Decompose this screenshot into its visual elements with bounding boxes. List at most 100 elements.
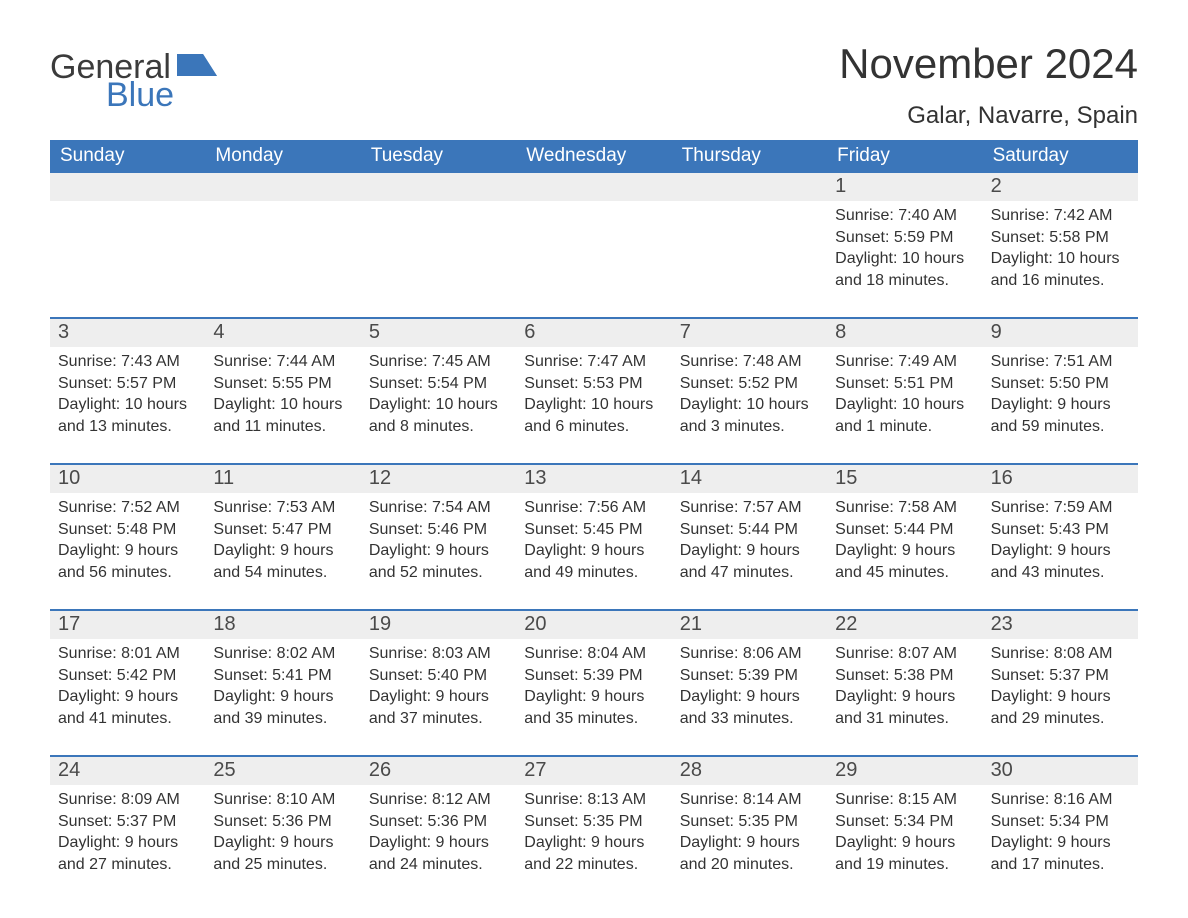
day-details: Sunrise: 8:02 AMSunset: 5:41 PMDaylight:… [205, 639, 360, 755]
sunset: Sunset: 5:50 PM [991, 373, 1130, 395]
sunrise: Sunrise: 8:15 AM [835, 789, 974, 811]
sunrise: Sunrise: 8:13 AM [524, 789, 663, 811]
week-3: 17181920212223Sunrise: 8:01 AMSunset: 5:… [50, 609, 1138, 755]
day-number: 1 [827, 173, 982, 201]
day-number: 23 [983, 611, 1138, 639]
sunset: Sunset: 5:35 PM [524, 811, 663, 833]
day-number: 28 [672, 757, 827, 785]
daylight: Daylight: 10 hours and 3 minutes. [680, 394, 819, 437]
dow-sunday: Sunday [50, 140, 205, 173]
sunset: Sunset: 5:35 PM [680, 811, 819, 833]
day-details: Sunrise: 7:43 AMSunset: 5:57 PMDaylight:… [50, 347, 205, 463]
day-number [361, 173, 516, 201]
sunset: Sunset: 5:44 PM [680, 519, 819, 541]
daylight: Daylight: 9 hours and 35 minutes. [524, 686, 663, 729]
day-details: Sunrise: 7:53 AMSunset: 5:47 PMDaylight:… [205, 493, 360, 609]
week-2: 10111213141516Sunrise: 7:52 AMSunset: 5:… [50, 463, 1138, 609]
daylight: Daylight: 9 hours and 17 minutes. [991, 832, 1130, 875]
day-details [672, 201, 827, 317]
day-number: 26 [361, 757, 516, 785]
sunset: Sunset: 5:58 PM [991, 227, 1130, 249]
day-details [516, 201, 671, 317]
day-details: Sunrise: 8:15 AMSunset: 5:34 PMDaylight:… [827, 785, 982, 881]
day-details: Sunrise: 8:06 AMSunset: 5:39 PMDaylight:… [672, 639, 827, 755]
sunrise: Sunrise: 7:48 AM [680, 351, 819, 373]
day-number [205, 173, 360, 201]
daylight: Daylight: 10 hours and 18 minutes. [835, 248, 974, 291]
calendar: SundayMondayTuesdayWednesdayThursdayFrid… [50, 140, 1138, 881]
daylight: Daylight: 9 hours and 33 minutes. [680, 686, 819, 729]
sunset: Sunset: 5:34 PM [991, 811, 1130, 833]
day-details: Sunrise: 7:48 AMSunset: 5:52 PMDaylight:… [672, 347, 827, 463]
sunset: Sunset: 5:57 PM [58, 373, 197, 395]
header: General Blue November 2024 Galar, Navarr… [50, 40, 1138, 130]
day-details: Sunrise: 7:44 AMSunset: 5:55 PMDaylight:… [205, 347, 360, 463]
day-number: 13 [516, 465, 671, 493]
daylight: Daylight: 9 hours and 47 minutes. [680, 540, 819, 583]
day-number [516, 173, 671, 201]
daylight: Daylight: 10 hours and 8 minutes. [369, 394, 508, 437]
details-row: Sunrise: 7:43 AMSunset: 5:57 PMDaylight:… [50, 347, 1138, 463]
sunset: Sunset: 5:45 PM [524, 519, 663, 541]
sunset: Sunset: 5:41 PM [213, 665, 352, 687]
daylight: Daylight: 9 hours and 31 minutes. [835, 686, 974, 729]
day-number: 22 [827, 611, 982, 639]
day-details: Sunrise: 7:45 AMSunset: 5:54 PMDaylight:… [361, 347, 516, 463]
sunrise: Sunrise: 8:10 AM [213, 789, 352, 811]
day-details: Sunrise: 8:01 AMSunset: 5:42 PMDaylight:… [50, 639, 205, 755]
sunset: Sunset: 5:55 PM [213, 373, 352, 395]
dow-saturday: Saturday [983, 140, 1138, 173]
day-details [205, 201, 360, 317]
day-number: 10 [50, 465, 205, 493]
day-details [361, 201, 516, 317]
sunset: Sunset: 5:47 PM [213, 519, 352, 541]
sunset: Sunset: 5:42 PM [58, 665, 197, 687]
day-number: 21 [672, 611, 827, 639]
sunrise: Sunrise: 8:02 AM [213, 643, 352, 665]
daylight: Daylight: 10 hours and 6 minutes. [524, 394, 663, 437]
sunrise: Sunrise: 7:49 AM [835, 351, 974, 373]
brand-text: General Blue [50, 50, 217, 112]
week-4: 24252627282930Sunrise: 8:09 AMSunset: 5:… [50, 755, 1138, 881]
day-number: 2 [983, 173, 1138, 201]
details-row: Sunrise: 7:40 AMSunset: 5:59 PMDaylight:… [50, 201, 1138, 317]
month-title: November 2024 [839, 40, 1138, 88]
dow-friday: Friday [827, 140, 982, 173]
weeks-container: 12Sunrise: 7:40 AMSunset: 5:59 PMDayligh… [50, 173, 1138, 881]
sunset: Sunset: 5:53 PM [524, 373, 663, 395]
day-number: 5 [361, 319, 516, 347]
daylight: Daylight: 9 hours and 49 minutes. [524, 540, 663, 583]
sunrise: Sunrise: 7:42 AM [991, 205, 1130, 227]
flag-icon [177, 54, 217, 80]
sunrise: Sunrise: 7:52 AM [58, 497, 197, 519]
day-number: 27 [516, 757, 671, 785]
day-details: Sunrise: 8:12 AMSunset: 5:36 PMDaylight:… [361, 785, 516, 881]
sunrise: Sunrise: 7:56 AM [524, 497, 663, 519]
day-number: 16 [983, 465, 1138, 493]
daylight: Daylight: 9 hours and 43 minutes. [991, 540, 1130, 583]
dow-monday: Monday [205, 140, 360, 173]
day-details: Sunrise: 8:04 AMSunset: 5:39 PMDaylight:… [516, 639, 671, 755]
day-number: 11 [205, 465, 360, 493]
day-details: Sunrise: 8:08 AMSunset: 5:37 PMDaylight:… [983, 639, 1138, 755]
sunset: Sunset: 5:34 PM [835, 811, 974, 833]
sunrise: Sunrise: 8:14 AM [680, 789, 819, 811]
sunset: Sunset: 5:44 PM [835, 519, 974, 541]
day-number: 12 [361, 465, 516, 493]
day-number: 19 [361, 611, 516, 639]
day-details: Sunrise: 7:54 AMSunset: 5:46 PMDaylight:… [361, 493, 516, 609]
daylight: Daylight: 10 hours and 11 minutes. [213, 394, 352, 437]
sunset: Sunset: 5:43 PM [991, 519, 1130, 541]
day-details: Sunrise: 7:52 AMSunset: 5:48 PMDaylight:… [50, 493, 205, 609]
daylight: Daylight: 9 hours and 22 minutes. [524, 832, 663, 875]
details-row: Sunrise: 8:01 AMSunset: 5:42 PMDaylight:… [50, 639, 1138, 755]
dow-tuesday: Tuesday [361, 140, 516, 173]
sunset: Sunset: 5:46 PM [369, 519, 508, 541]
daylight: Daylight: 9 hours and 39 minutes. [213, 686, 352, 729]
sunset: Sunset: 5:40 PM [369, 665, 508, 687]
day-details: Sunrise: 8:14 AMSunset: 5:35 PMDaylight:… [672, 785, 827, 881]
sunrise: Sunrise: 7:53 AM [213, 497, 352, 519]
sunrise: Sunrise: 7:51 AM [991, 351, 1130, 373]
daylight: Daylight: 9 hours and 25 minutes. [213, 832, 352, 875]
daylight: Daylight: 9 hours and 29 minutes. [991, 686, 1130, 729]
